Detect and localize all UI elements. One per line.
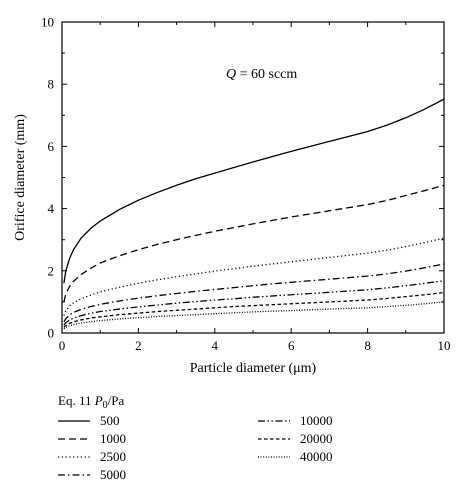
series-line-10000: [63, 280, 445, 326]
legend-title: Eq. 11 P0/Pa: [58, 393, 125, 411]
series-line-5000: [63, 263, 445, 323]
legend-label-2500: 2500: [100, 449, 126, 464]
x-tick-label: 2: [135, 338, 142, 353]
legend-label-10000: 10000: [300, 413, 333, 428]
x-tick-label: 8: [364, 338, 371, 353]
axis-ticks: 0 2 4 6 8 10 0 2 4 6 8 10: [41, 15, 451, 354]
x-axis-title: Particle diameter (μm): [190, 361, 317, 376]
y-axis-title: Orifice diameter (mm): [13, 114, 28, 241]
series-line-500: [63, 98, 445, 284]
legend-label-40000: 40000: [300, 449, 333, 464]
y-tick-label: 6: [48, 139, 55, 154]
series-line-20000: [63, 291, 445, 328]
series-line-40000: [63, 301, 445, 330]
x-tick-label: 4: [212, 338, 219, 353]
y-tick-label: 10: [41, 15, 54, 30]
legend-label-1000: 1000: [100, 431, 126, 446]
y-tick-label: 2: [48, 263, 55, 278]
series-line-2500: [63, 237, 445, 316]
series-group: [63, 98, 445, 330]
y-tick-label: 0: [48, 326, 55, 341]
plot-area: 0 2 4 6 8 10 0 2 4 6 8 10: [41, 15, 451, 354]
y-tick-label: 8: [48, 77, 55, 92]
legend-label-20000: 20000: [300, 431, 333, 446]
x-tick-label: 6: [288, 338, 295, 353]
x-tick-label: 10: [438, 338, 451, 353]
y-tick-label: 4: [48, 201, 55, 216]
legend-label-500: 500: [100, 413, 120, 428]
series-line-1000: [63, 184, 445, 303]
legend: Eq. 11 P0/Pa 500 1000 2500 5000 10000 20000 40…: [58, 393, 333, 482]
legend-label-5000: 5000: [100, 467, 126, 482]
flow-rate-annotation: Q = 60 sccm: [226, 67, 297, 82]
x-tick-label: 0: [59, 338, 66, 353]
